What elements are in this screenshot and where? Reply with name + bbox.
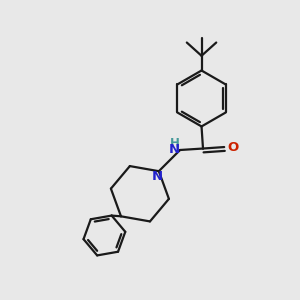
Text: H: H <box>170 137 180 150</box>
Text: N: N <box>152 170 163 183</box>
Text: N: N <box>169 143 180 157</box>
Text: O: O <box>227 141 238 154</box>
